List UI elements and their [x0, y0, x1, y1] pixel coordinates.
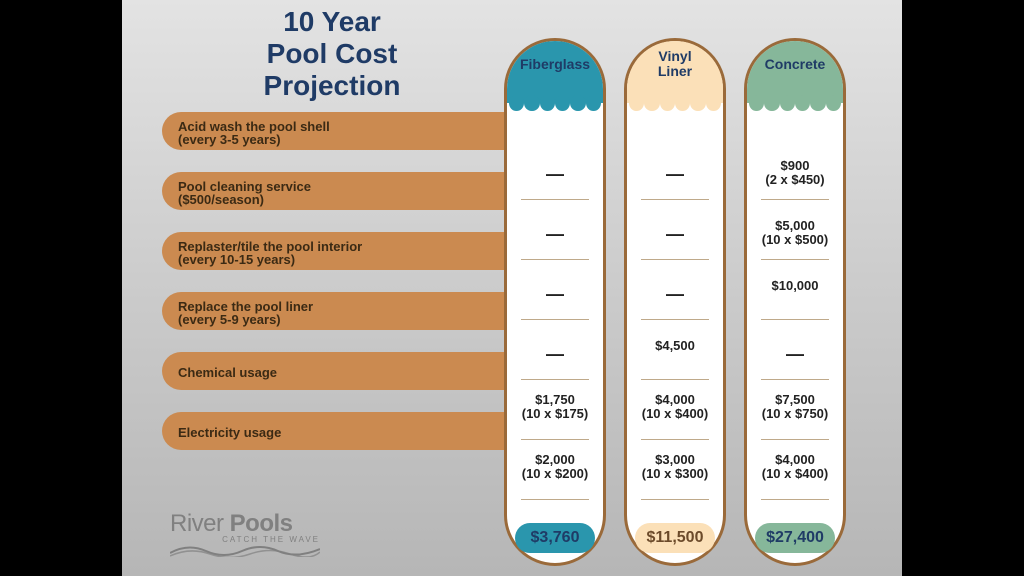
cell-divider — [761, 319, 829, 320]
scallop-edge — [507, 95, 603, 111]
column-vinyl: VinylLiner — — — $4,500 $4,000(10 x $400) $3,0… — [624, 38, 726, 566]
cell-value: $2,000 — [507, 453, 603, 467]
cell-value: $4,000 — [627, 393, 723, 407]
cell: $900(2 x $450) — [747, 159, 843, 186]
cell: $2,000(10 x $200) — [507, 453, 603, 480]
cell-divider — [761, 499, 829, 500]
cell-divider — [641, 379, 709, 380]
scallop-edge — [627, 95, 723, 111]
brand-light: River — [170, 510, 230, 537]
cell-divider — [641, 319, 709, 320]
cell-value: $4,000 — [747, 453, 843, 467]
column-concrete: Concrete$900(2 x $450)$5,000(10 x $500)$… — [744, 38, 846, 566]
cell-divider — [641, 499, 709, 500]
column-fiberglass: Fiberglass————$1,750(10 x $175)$2,000(10… — [504, 38, 606, 566]
row-label-line2: (every 10-15 years) — [178, 253, 554, 266]
row-label-line1: Replaster/tile the pool interior — [178, 240, 554, 253]
cell-divider — [521, 319, 589, 320]
cell-divider — [521, 439, 589, 440]
cell-sub: (10 x $175) — [507, 407, 603, 421]
row-label-line1: Chemical usage — [178, 366, 554, 379]
cell: — — [627, 165, 723, 184]
row-label-line1: Electricity usage — [178, 426, 554, 439]
row-label-line1: Pool cleaning service — [178, 180, 554, 193]
row-label-line2: (every 5-9 years) — [178, 313, 554, 326]
cell-sub: (10 x $500) — [747, 233, 843, 247]
cell-value: $5,000 — [747, 219, 843, 233]
cell-divider — [641, 199, 709, 200]
infographic-panel: 10 YearPool CostProjection Acid wash the… — [122, 0, 902, 576]
cell-value: $3,000 — [627, 453, 723, 467]
cell: $1,750(10 x $175) — [507, 393, 603, 420]
cell-divider — [761, 439, 829, 440]
brand-bold: Pools — [230, 510, 293, 537]
cell-value: $7,500 — [747, 393, 843, 407]
wave-icon — [170, 543, 320, 557]
cell-sub: (10 x $300) — [627, 467, 723, 481]
scallop-edge — [747, 95, 843, 111]
cell-divider — [761, 379, 829, 380]
cell: — — [747, 345, 843, 364]
cell-sub: (2 x $450) — [747, 173, 843, 187]
cell-value: $1,750 — [507, 393, 603, 407]
cell-value: — — [627, 285, 723, 304]
cell: $7,500(10 x $750) — [747, 393, 843, 420]
cell: — — [507, 225, 603, 244]
cell-sub: (10 x $200) — [507, 467, 603, 481]
column-header: Fiberglass — [507, 57, 603, 72]
cell-value: $10,000 — [747, 279, 843, 293]
column-header: VinylLiner — [627, 49, 723, 78]
cell-divider — [641, 439, 709, 440]
row-label-line1: Acid wash the pool shell — [178, 120, 554, 133]
row-label-line2: (every 3-5 years) — [178, 133, 554, 146]
cell-sub: (10 x $750) — [747, 407, 843, 421]
cell-divider — [521, 259, 589, 260]
cell-value: — — [747, 345, 843, 364]
cell-divider — [521, 379, 589, 380]
cell: — — [507, 165, 603, 184]
cell: — — [507, 285, 603, 304]
row-label-line2: ($500/season) — [178, 193, 554, 206]
cell: — — [627, 225, 723, 244]
cell: $4,000(10 x $400) — [747, 453, 843, 480]
cell-value: — — [507, 225, 603, 244]
brand-logo: River Pools CATCH THE WAVE — [170, 510, 320, 562]
cell-value: — — [627, 165, 723, 184]
cell-value: — — [507, 345, 603, 364]
cell-value: $4,500 — [627, 339, 723, 353]
cell: $4,000(10 x $400) — [627, 393, 723, 420]
cell-divider — [521, 499, 589, 500]
cell-divider — [521, 199, 589, 200]
cell-divider — [761, 259, 829, 260]
row-label-line1: Replace the pool liner — [178, 300, 554, 313]
cell-divider — [761, 199, 829, 200]
column-cap: Fiberglass — [507, 41, 603, 103]
cell: — — [507, 345, 603, 364]
cell-value: — — [507, 165, 603, 184]
cell-value: $900 — [747, 159, 843, 173]
column-total: $27,400 — [755, 523, 835, 553]
column-cap: Concrete — [747, 41, 843, 103]
cell: — — [627, 285, 723, 304]
cell-value: — — [627, 225, 723, 244]
cell: $10,000 — [747, 279, 843, 293]
cell: $4,500 — [627, 339, 723, 353]
column-total: $11,500 — [635, 523, 715, 553]
cell: $5,000(10 x $500) — [747, 219, 843, 246]
cell-divider — [641, 259, 709, 260]
cell-sub: (10 x $400) — [627, 407, 723, 421]
column-header: Concrete — [747, 57, 843, 72]
brand-name: River Pools — [170, 510, 320, 538]
column-total: $3,760 — [515, 523, 595, 553]
stage: 10 YearPool CostProjection Acid wash the… — [0, 0, 1024, 576]
cell-sub: (10 x $400) — [747, 467, 843, 481]
page-title: 10 YearPool CostProjection — [192, 6, 472, 103]
cell: $3,000(10 x $300) — [627, 453, 723, 480]
column-cap: VinylLiner — [627, 41, 723, 103]
cell-value: — — [507, 285, 603, 304]
